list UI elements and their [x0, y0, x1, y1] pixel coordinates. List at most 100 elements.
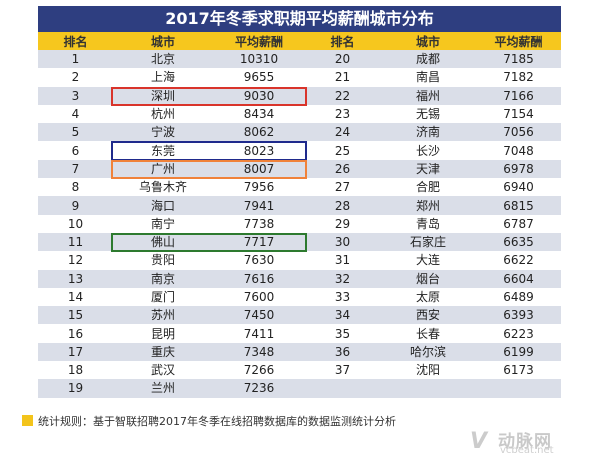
table-row: 4 杭州 8434 23 无锡 7154 [38, 104, 561, 124]
cell-salary-right: 6635 [476, 232, 561, 252]
table-row: 9 海口 7941 28 郑州 6815 [38, 196, 561, 215]
table-row: 10 南宁 7738 29 青岛 6787 [38, 214, 561, 233]
cell-city-right: 福州 [380, 86, 476, 105]
cell-rank-right: 30 [305, 232, 380, 252]
cell-salary-left: 7450 [213, 306, 305, 325]
cell-city-right: 太原 [380, 287, 476, 307]
cell-rank-left: 17 [38, 342, 113, 362]
cell-rank-left: 5 [38, 123, 113, 142]
cell-salary-right: 6199 [476, 342, 561, 362]
header-city-right: 城市 [380, 32, 476, 50]
cell-rank-right: 26 [305, 159, 380, 179]
cell-rank-left: 9 [38, 196, 113, 215]
cell-rank-left: 18 [38, 361, 113, 380]
cell-rank-right: 24 [305, 123, 380, 142]
cell-city-left: 厦门 [113, 287, 213, 307]
cell-salary-left: 8007 [213, 159, 305, 179]
cell-city-right [380, 379, 476, 398]
cell-rank-right: 20 [305, 50, 380, 69]
cell-rank-left: 12 [38, 251, 113, 270]
cell-salary-left: 7738 [213, 214, 305, 233]
cell-rank-left: 4 [38, 104, 113, 124]
cell-rank-right: 35 [305, 324, 380, 343]
cell-city-right: 天津 [380, 159, 476, 179]
cell-city-left: 上海 [113, 68, 213, 87]
cell-salary-right: 6223 [476, 324, 561, 343]
footnote: 统计规则：基于智联招聘2017年冬季在线招聘数据库的数据监测统计分析 [22, 413, 396, 429]
table-row: 8 乌鲁木齐 7956 27 合肥 6940 [38, 178, 561, 197]
cell-salary-left: 8023 [213, 141, 305, 160]
cell-city-right: 长沙 [380, 141, 476, 160]
cell-rank-right: 27 [305, 178, 380, 197]
cell-salary-right: 6978 [476, 159, 561, 179]
cell-salary-right: 7182 [476, 68, 561, 87]
cell-rank-left: 6 [38, 141, 113, 160]
cell-rank-left: 14 [38, 287, 113, 307]
cell-salary-left: 7717 [213, 232, 305, 252]
cell-city-right: 沈阳 [380, 361, 476, 380]
cell-salary-left: 9655 [213, 68, 305, 87]
table-row: 19 兰州 7236 [38, 379, 561, 398]
cell-rank-right: 28 [305, 196, 380, 215]
cell-rank-left: 16 [38, 324, 113, 343]
table-row: 3 深圳 9030 22 福州 7166 [38, 86, 561, 105]
logo-v-mark: V [470, 429, 488, 454]
watermark-logo: V 动脉网 vcbeat.net [470, 427, 590, 459]
cell-city-left: 深圳 [113, 86, 213, 105]
cell-salary-right: 7048 [476, 141, 561, 160]
cell-salary-left: 7411 [213, 324, 305, 343]
table-row: 18 武汉 7266 37 沈阳 6173 [38, 361, 561, 380]
highlight-box [111, 86, 307, 106]
cell-city-right: 成都 [380, 50, 476, 69]
cell-rank-right: 23 [305, 104, 380, 124]
bullet-square-icon [22, 415, 33, 426]
table-row: 15 苏州 7450 34 西安 6393 [38, 306, 561, 325]
cell-city-right: 南昌 [380, 68, 476, 87]
salary-table: 排名 城市 平均薪酬 排名 城市 平均薪酬 1 北京 10310 20 成都 7185 2 上… [38, 32, 561, 398]
cell-city-right: 济南 [380, 123, 476, 142]
table-row: 12 贵阳 7630 31 大连 6622 [38, 251, 561, 270]
header-rank-left: 排名 [38, 32, 113, 50]
cell-city-right: 长春 [380, 324, 476, 343]
highlight-box [111, 232, 307, 253]
cell-rank-left: 19 [38, 379, 113, 398]
cell-salary-right: 7056 [476, 123, 561, 142]
highlight-box [111, 141, 307, 161]
cell-city-left: 广州 [113, 159, 213, 179]
cell-salary-left: 9030 [213, 86, 305, 105]
cell-city-left: 兰州 [113, 379, 213, 398]
cell-city-right: 西安 [380, 306, 476, 325]
cell-rank-right: 29 [305, 214, 380, 233]
cell-rank-right: 37 [305, 361, 380, 380]
cell-rank-right [305, 379, 380, 398]
cell-city-left: 南京 [113, 269, 213, 288]
cell-salary-left: 7348 [213, 342, 305, 362]
cell-salary-right: 7166 [476, 86, 561, 105]
cell-city-right: 合肥 [380, 178, 476, 197]
cell-city-right: 无锡 [380, 104, 476, 124]
cell-rank-left: 11 [38, 232, 113, 252]
cell-salary-right: 6489 [476, 287, 561, 307]
cell-rank-right: 25 [305, 141, 380, 160]
cell-rank-left: 13 [38, 269, 113, 288]
cell-rank-right: 32 [305, 269, 380, 288]
cell-rank-right: 31 [305, 251, 380, 270]
cell-city-right: 大连 [380, 251, 476, 270]
cell-salary-left: 7941 [213, 196, 305, 215]
header-rank-right: 排名 [305, 32, 380, 50]
cell-city-left: 重庆 [113, 342, 213, 362]
cell-salary-right [476, 379, 561, 398]
cell-city-right: 郑州 [380, 196, 476, 215]
cell-city-right: 青岛 [380, 214, 476, 233]
cell-city-left: 佛山 [113, 232, 213, 252]
header-salary-right: 平均薪酬 [476, 32, 561, 50]
cell-rank-left: 10 [38, 214, 113, 233]
cell-salary-right: 6604 [476, 269, 561, 288]
cell-rank-right: 33 [305, 287, 380, 307]
cell-salary-left: 8434 [213, 104, 305, 124]
cell-salary-left: 7236 [213, 379, 305, 398]
cell-city-left: 苏州 [113, 306, 213, 325]
cell-salary-right: 6787 [476, 214, 561, 233]
cell-city-right: 哈尔滨 [380, 342, 476, 362]
cell-rank-right: 34 [305, 306, 380, 325]
